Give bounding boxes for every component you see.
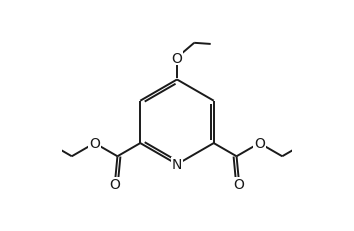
Text: O: O [110,178,121,192]
Text: O: O [89,137,100,150]
Text: O: O [172,52,182,65]
Text: O: O [254,137,265,150]
Text: N: N [172,158,182,172]
Text: O: O [233,178,244,192]
